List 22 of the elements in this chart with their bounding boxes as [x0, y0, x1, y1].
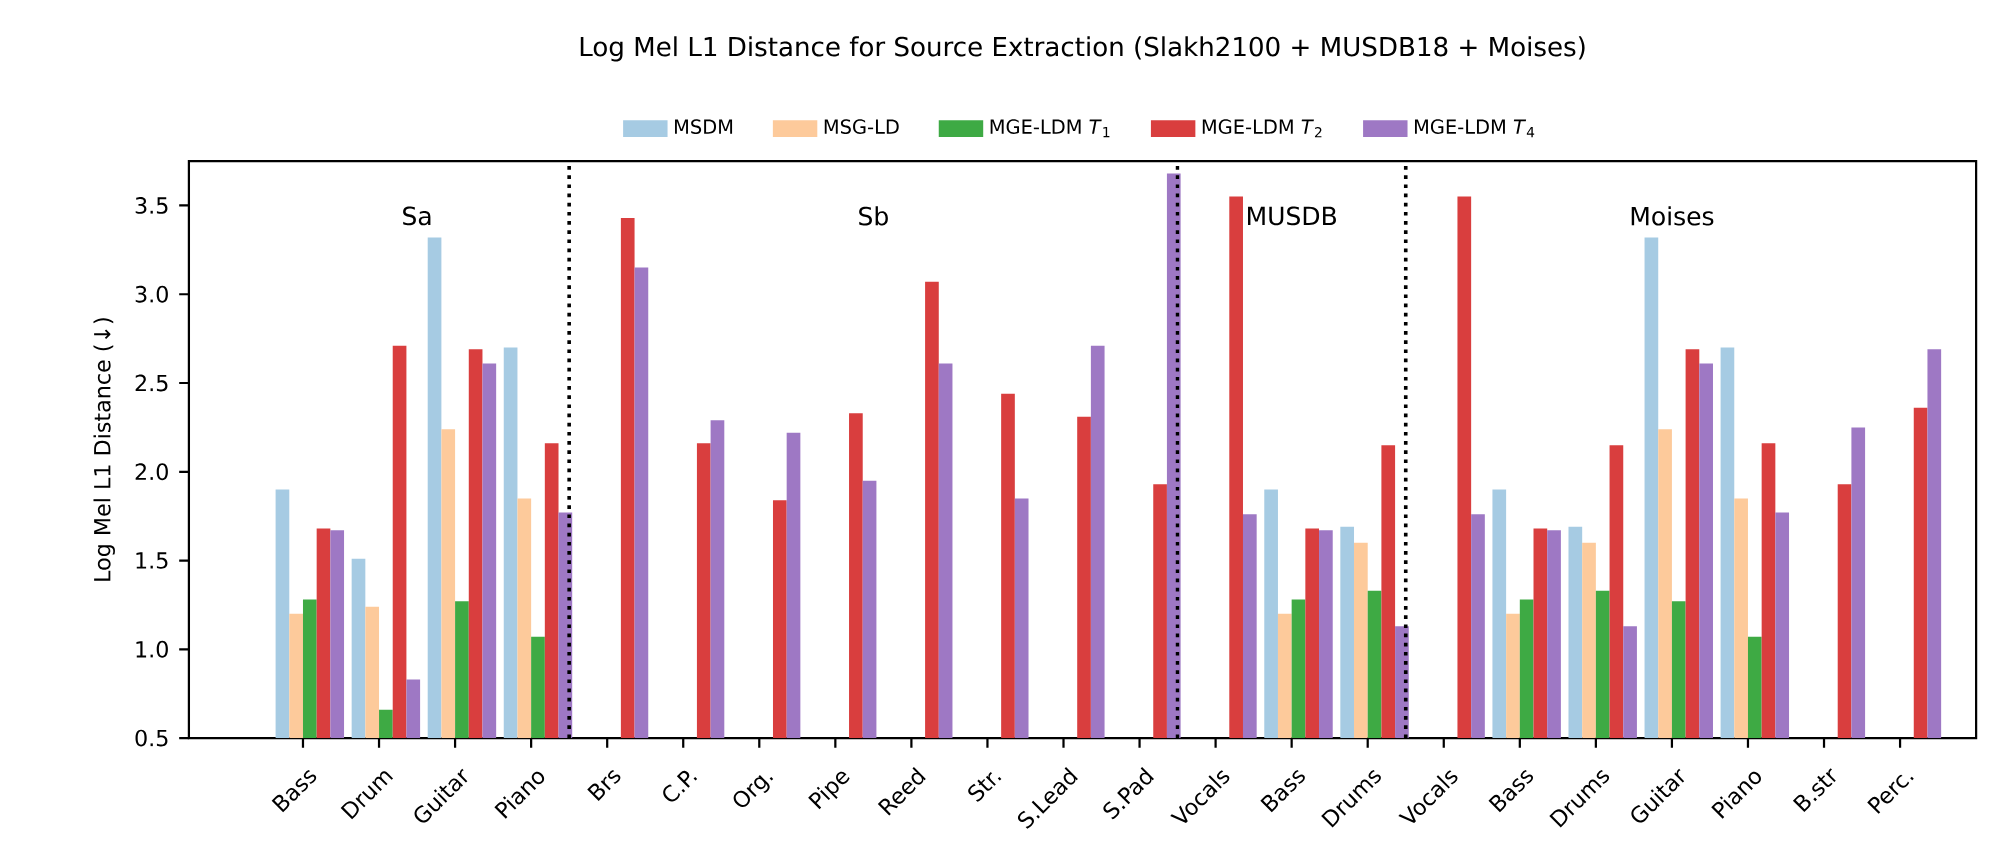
legend-label: MSG-LD [824, 119, 899, 134]
annotation: MUSDB [1248, 206, 1336, 226]
legend-label: MGE-LDM T$_{1}$ [990, 119, 1110, 138]
x-tick-label: Org. [733, 775, 774, 808]
legend-label: MGE-LDM T$_{2}$ [1202, 119, 1322, 138]
legend-label: MSDM [675, 119, 733, 134]
y-axis-title: Log Mel L1 Distance (↓) [93, 318, 115, 581]
x-tick-label: Brs [587, 769, 621, 801]
y-tick-label: 3.5 [135, 197, 168, 214]
annotation: Moises [1631, 206, 1714, 226]
y-tick-label: 2.5 [135, 374, 168, 392]
x-tick-label: Str. [968, 772, 1002, 802]
legend-label: MGE-LDM T$_{4}$ [1414, 119, 1535, 138]
y-tick-label: 1.0 [136, 640, 168, 658]
chart-title: Log Mel L1 Distance for Source Extraction (Slakh2100 + MUSDB18 + Moises) [580, 36, 1585, 62]
annotation: Sa [403, 206, 431, 226]
y-tick-label: 0.5 [135, 729, 168, 747]
annotation: Sb [859, 206, 888, 226]
y-tick-label: 1.5 [136, 552, 168, 569]
x-tick-label: C.P. [663, 770, 698, 802]
y-tick-label: 3.0 [135, 285, 168, 303]
y-tick-label: 2.0 [135, 463, 168, 481]
